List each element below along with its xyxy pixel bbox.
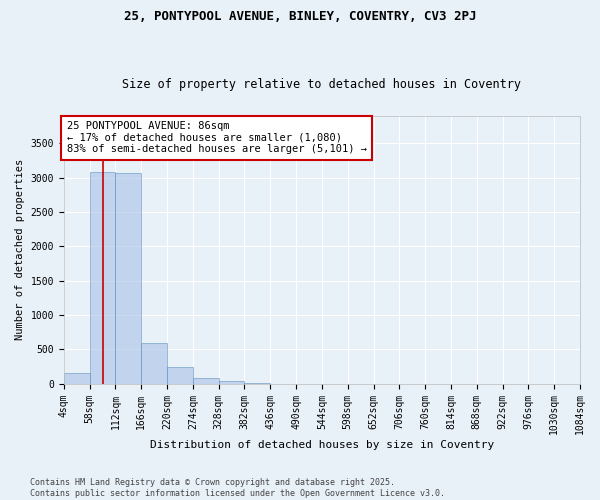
Bar (193, 378, 218, 384)
Bar (115, 173, 141, 384)
Y-axis label: Number of detached properties: Number of detached properties (15, 159, 25, 340)
Text: 25, PONTYPOOL AVENUE, BINLEY, COVENTRY, CV3 2PJ: 25, PONTYPOOL AVENUE, BINLEY, COVENTRY, … (124, 10, 476, 23)
Bar (167, 368, 193, 384)
Bar (89, 172, 115, 384)
X-axis label: Distribution of detached houses by size in Coventry: Distribution of detached houses by size … (150, 440, 494, 450)
Bar (64, 374, 89, 384)
Bar (141, 343, 167, 384)
Text: Contains HM Land Registry data © Crown copyright and database right 2025.
Contai: Contains HM Land Registry data © Crown c… (30, 478, 445, 498)
Title: Size of property relative to detached houses in Coventry: Size of property relative to detached ho… (122, 78, 521, 91)
Bar (218, 381, 244, 384)
Text: 25 PONTYPOOL AVENUE: 86sqm
← 17% of detached houses are smaller (1,080)
83% of s: 25 PONTYPOOL AVENUE: 86sqm ← 17% of deta… (67, 122, 367, 154)
